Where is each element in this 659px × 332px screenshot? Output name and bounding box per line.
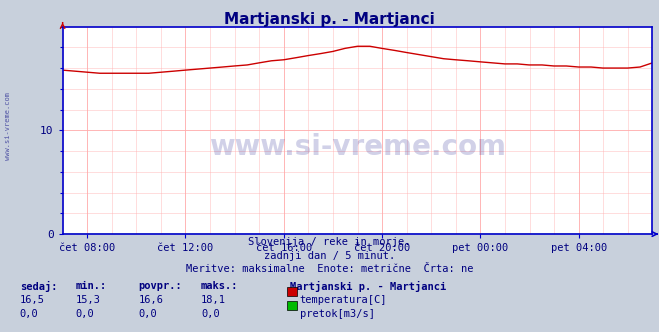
Text: min.:: min.: — [76, 281, 107, 290]
Text: www.si-vreme.com: www.si-vreme.com — [5, 92, 11, 160]
Text: zadnji dan / 5 minut.: zadnji dan / 5 minut. — [264, 251, 395, 261]
Text: sedaj:: sedaj: — [20, 281, 57, 291]
Text: 15,3: 15,3 — [76, 295, 101, 305]
Text: Slovenija / reke in morje.: Slovenija / reke in morje. — [248, 237, 411, 247]
Text: 18,1: 18,1 — [201, 295, 226, 305]
Text: Martjanski p. - Martjanci: Martjanski p. - Martjanci — [224, 12, 435, 27]
Text: 0,0: 0,0 — [76, 309, 94, 319]
Text: 0,0: 0,0 — [138, 309, 157, 319]
Text: 16,6: 16,6 — [138, 295, 163, 305]
Text: povpr.:: povpr.: — [138, 281, 182, 290]
Text: 0,0: 0,0 — [20, 309, 38, 319]
Text: maks.:: maks.: — [201, 281, 239, 290]
Text: www.si-vreme.com: www.si-vreme.com — [209, 133, 506, 161]
Text: temperatura[C]: temperatura[C] — [300, 295, 387, 305]
Text: pretok[m3/s]: pretok[m3/s] — [300, 309, 375, 319]
Text: Martjanski p. - Martjanci: Martjanski p. - Martjanci — [290, 281, 446, 291]
Text: 16,5: 16,5 — [20, 295, 45, 305]
Text: 0,0: 0,0 — [201, 309, 219, 319]
Text: Meritve: maksimalne  Enote: metrične  Črta: ne: Meritve: maksimalne Enote: metrične Črta… — [186, 264, 473, 274]
